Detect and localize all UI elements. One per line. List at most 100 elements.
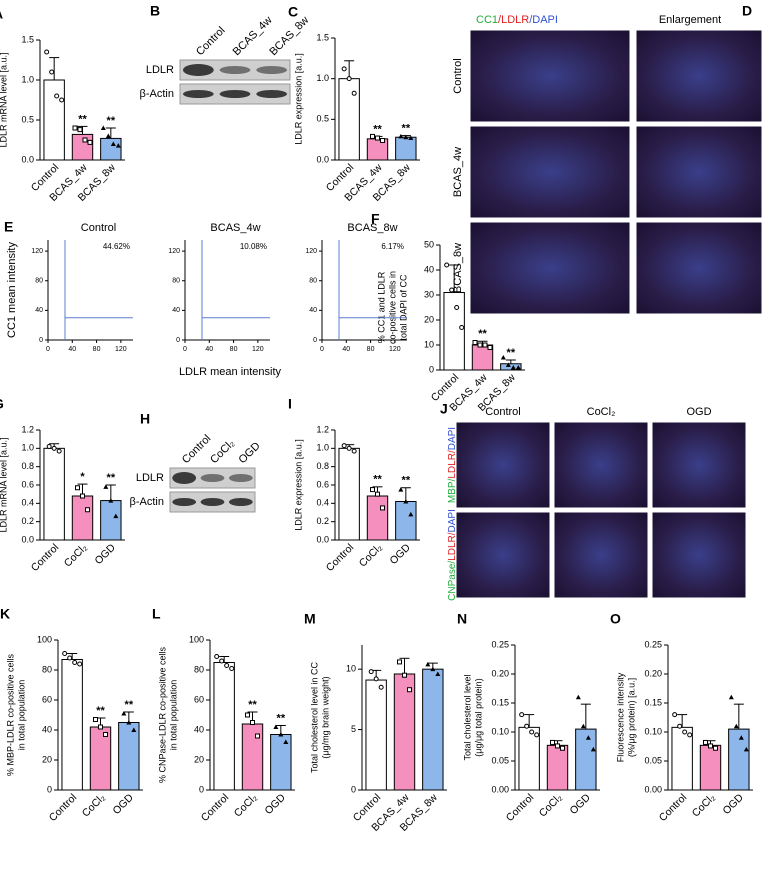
y-tick-label: 0.2: [21, 516, 34, 526]
data-point: [534, 732, 540, 738]
data-point: [472, 340, 478, 345]
y-axis-label: Total cholesterol level: [462, 674, 472, 760]
data-point: [44, 49, 50, 55]
x-tick-label: 120: [115, 346, 127, 353]
blot-band: [200, 498, 225, 506]
row-label: BCAS_8w: [452, 243, 464, 293]
data-point: [560, 745, 565, 751]
row-label: MBP/LDLR/DAPI: [447, 427, 458, 503]
x-tick-label: OGD: [93, 541, 119, 567]
blot-band: [172, 472, 197, 484]
micrograph: [553, 511, 649, 599]
data-point: [72, 125, 78, 131]
y-axis-label: % MBP-LDLR co-positive cells: [5, 653, 15, 776]
data-point: [93, 717, 98, 722]
significance: **: [478, 328, 487, 340]
data-point: [77, 661, 83, 667]
lane-label: Control: [194, 25, 228, 59]
bar: [366, 495, 389, 541]
data-point: [59, 97, 65, 103]
data-point: [278, 732, 284, 737]
panel-label: J: [440, 401, 448, 417]
data-point: [524, 723, 530, 729]
y-tick-label: 0.8: [316, 461, 329, 471]
data-point: [370, 133, 375, 139]
x-tick-label: 40: [342, 346, 350, 353]
row-label: β-Actin: [130, 496, 164, 508]
data-point: [224, 663, 230, 668]
significance: *: [80, 471, 85, 483]
data-point: [398, 133, 404, 139]
panel-label: L: [152, 606, 161, 622]
significance: **: [125, 699, 134, 711]
bar: [395, 501, 417, 541]
x-tick-label: CoCl₂: [80, 792, 108, 820]
y-tick-label: 80: [309, 278, 317, 285]
data-point: [115, 143, 121, 148]
data-point: [713, 745, 718, 751]
panel-label: N: [457, 611, 467, 627]
data-point: [273, 724, 279, 729]
y-axis-label: (μg/mg brain weight): [320, 676, 330, 758]
x-tick-label: CoCl₂: [62, 542, 90, 570]
y-tick-label: 0.10: [644, 726, 662, 736]
x-tick-label: 0: [183, 346, 187, 353]
data-point: [459, 325, 465, 330]
stain-legend: CC1/LDLR/DAPI: [476, 14, 558, 26]
data-point: [103, 484, 109, 489]
bar: [575, 728, 597, 791]
bar: [338, 447, 360, 541]
y-tick-label: 0.25: [491, 639, 509, 649]
y-tick-label: 20: [42, 754, 52, 764]
gate-percentage: 44.62%: [103, 242, 130, 251]
y-tick-label: 0.8: [21, 461, 34, 471]
y-tick-label: 0: [39, 337, 43, 344]
data-point: [397, 659, 402, 665]
data-point: [703, 739, 708, 745]
row-label: LDLR: [136, 472, 164, 484]
lane-label: Control: [180, 433, 214, 467]
bar: [395, 136, 417, 161]
data-point: [500, 355, 506, 360]
panel-label: O: [610, 611, 621, 627]
data-point: [403, 499, 409, 504]
y-tick-label: 0.05: [644, 755, 662, 765]
blot-band: [182, 64, 214, 76]
y-tick-label: 1.5: [316, 32, 329, 42]
y-tick-label: 0.00: [644, 784, 662, 794]
data-point: [346, 76, 352, 82]
y-tick-label: 100: [189, 634, 204, 644]
stain-name: /LDLR: [498, 14, 529, 26]
y-tick-label: 120: [168, 248, 180, 255]
y-tick-label: 0: [199, 784, 204, 794]
data-point: [82, 137, 88, 143]
y-axis-label: in total population: [16, 680, 26, 751]
micrograph: [651, 511, 747, 599]
data-point: [283, 739, 289, 744]
bar: [338, 78, 360, 161]
y-axis-label: in total population: [168, 680, 178, 751]
column-label: Control: [485, 406, 520, 418]
y-axis-label: Fluorescence intensity: [615, 672, 625, 762]
micrograph: [469, 221, 631, 315]
data-point: [219, 658, 225, 664]
bar: [270, 734, 292, 791]
data-point: [80, 493, 85, 499]
micrograph: [651, 421, 747, 509]
bar: [443, 292, 465, 371]
plot-title: BCAS_8w: [347, 222, 397, 234]
column-label: OGD: [686, 406, 711, 418]
y-tick-label: 40: [172, 307, 180, 314]
micrograph: [553, 421, 649, 509]
y-tick-label: 0.00: [491, 784, 509, 794]
y-tick-label: 0.4: [316, 498, 329, 508]
y-tick-label: 40: [194, 724, 204, 734]
micrograph: [635, 125, 763, 219]
y-tick-label: 0.20: [491, 668, 509, 678]
x-tick-label: 80: [230, 346, 238, 353]
data-point: [672, 712, 678, 718]
y-tick-label: 0.0: [21, 534, 34, 544]
data-point: [110, 141, 116, 146]
significance: **: [277, 712, 286, 724]
